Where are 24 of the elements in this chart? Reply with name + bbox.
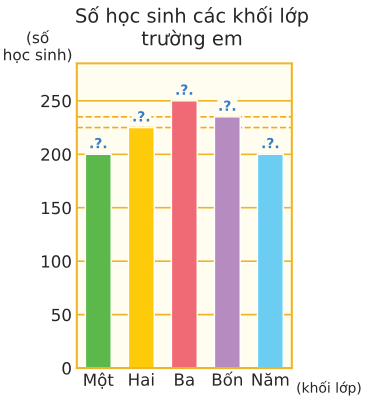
- data-label: .?.: [176, 84, 192, 95]
- data-label: .?.: [219, 100, 236, 111]
- y-axis-title: (số học sinh): [4, 30, 72, 64]
- x-axis-title: (khối lớp): [297, 380, 361, 396]
- x-tick-label: Năm: [252, 372, 288, 386]
- chart-title: Số học sinh các khối lớp trường em: [76, 6, 308, 50]
- y-tick-label: 200: [41, 148, 71, 161]
- y-tick-label: 50: [52, 308, 71, 322]
- y-tick-label: 0: [62, 362, 71, 375]
- y-tick-label: 250: [41, 94, 71, 108]
- data-label: .?.: [262, 138, 278, 148]
- bar: [214, 116, 241, 368]
- x-tick-label: Ba: [175, 373, 194, 386]
- x-tick-label: Hai: [129, 372, 154, 386]
- data-label: .?.: [133, 111, 150, 122]
- y-tick-label: 150: [42, 202, 71, 214]
- bar: [170, 100, 198, 368]
- bar: [128, 126, 155, 368]
- data-label: .?.: [90, 138, 106, 148]
- bar: [256, 154, 284, 368]
- y-tick-label: 100: [42, 255, 71, 268]
- x-tick-label: Bốn: [212, 372, 242, 386]
- bar: [84, 154, 112, 368]
- x-tick-label: Một: [84, 372, 114, 389]
